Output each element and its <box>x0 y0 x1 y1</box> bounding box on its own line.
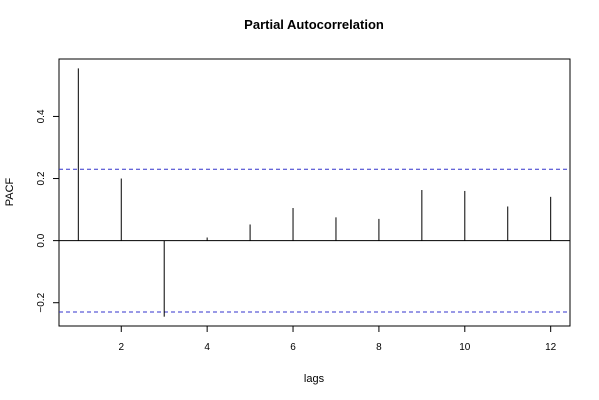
y-axis-label: PACF <box>4 177 16 206</box>
y-axis: −0.2 0.0 0.2 0.4 <box>36 109 59 313</box>
plot-frame <box>58 58 571 327</box>
data-layer <box>59 68 570 317</box>
x-axis: 2 4 6 8 10 12 <box>118 326 557 353</box>
x-axis-label: lags <box>304 373 325 385</box>
y-tick-label: 0.0 <box>36 233 47 247</box>
y-tick-label: −0.2 <box>36 292 47 312</box>
y-tick-label: 0.4 <box>36 109 47 123</box>
y-tick-label: 0.2 <box>36 171 47 185</box>
x-tick-label: 6 <box>290 342 296 353</box>
x-tick-label: 8 <box>376 342 382 353</box>
x-tick-label: 12 <box>545 342 557 353</box>
chart-title: Partial Autocorrelation <box>244 17 384 32</box>
x-tick-label: 10 <box>459 342 471 353</box>
x-tick-label: 4 <box>204 342 210 353</box>
x-tick-label: 2 <box>118 342 124 353</box>
